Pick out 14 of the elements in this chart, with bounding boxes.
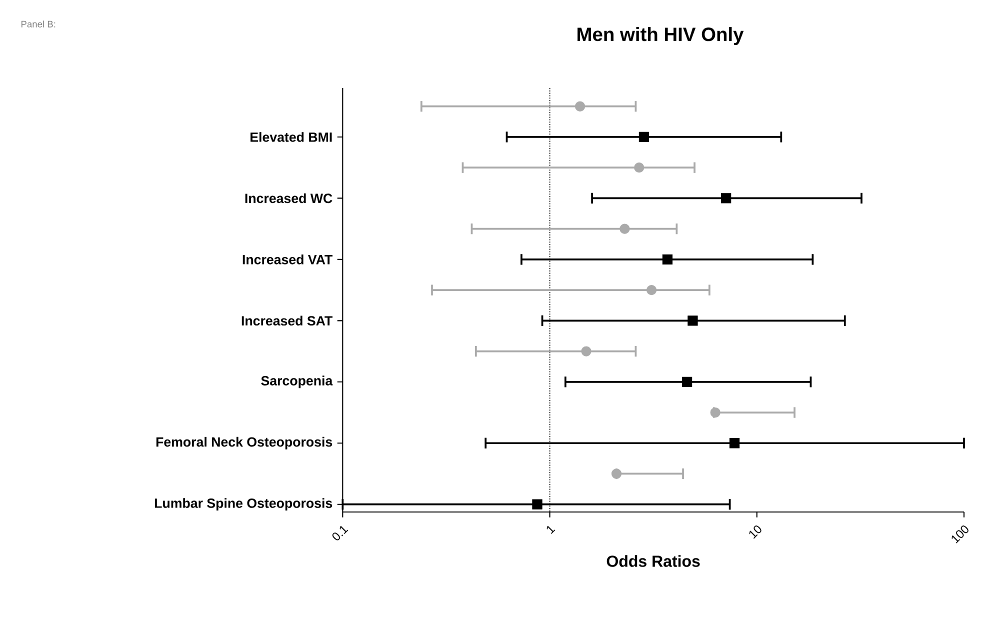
text: Panel B: bbox=[21, 20, 56, 28]
x-tick-label: 100 bbox=[952, 526, 968, 544]
y-tick-label: Sarcopenia bbox=[261, 376, 333, 388]
x-tick-label: 1 bbox=[546, 526, 556, 534]
x-tick-label: 0.1 bbox=[332, 526, 348, 540]
y-tick-label: Increased VAT bbox=[242, 254, 332, 264]
x-axis-title: Odds Ratios bbox=[606, 555, 700, 567]
y-tick-label: Increased SAT bbox=[242, 316, 332, 326]
chart-title: Men with HIV Only bbox=[578, 27, 744, 45]
y-tick-label: Elevated BMI bbox=[250, 132, 332, 142]
x-tick-label: 10 bbox=[749, 526, 762, 539]
y-tick-label: Lumbar Spine Osteoporosis bbox=[154, 498, 332, 511]
y-tick-label: Increased WC bbox=[245, 193, 332, 204]
y-tick-label: Femoral Neck Osteoporosis bbox=[156, 436, 332, 450]
